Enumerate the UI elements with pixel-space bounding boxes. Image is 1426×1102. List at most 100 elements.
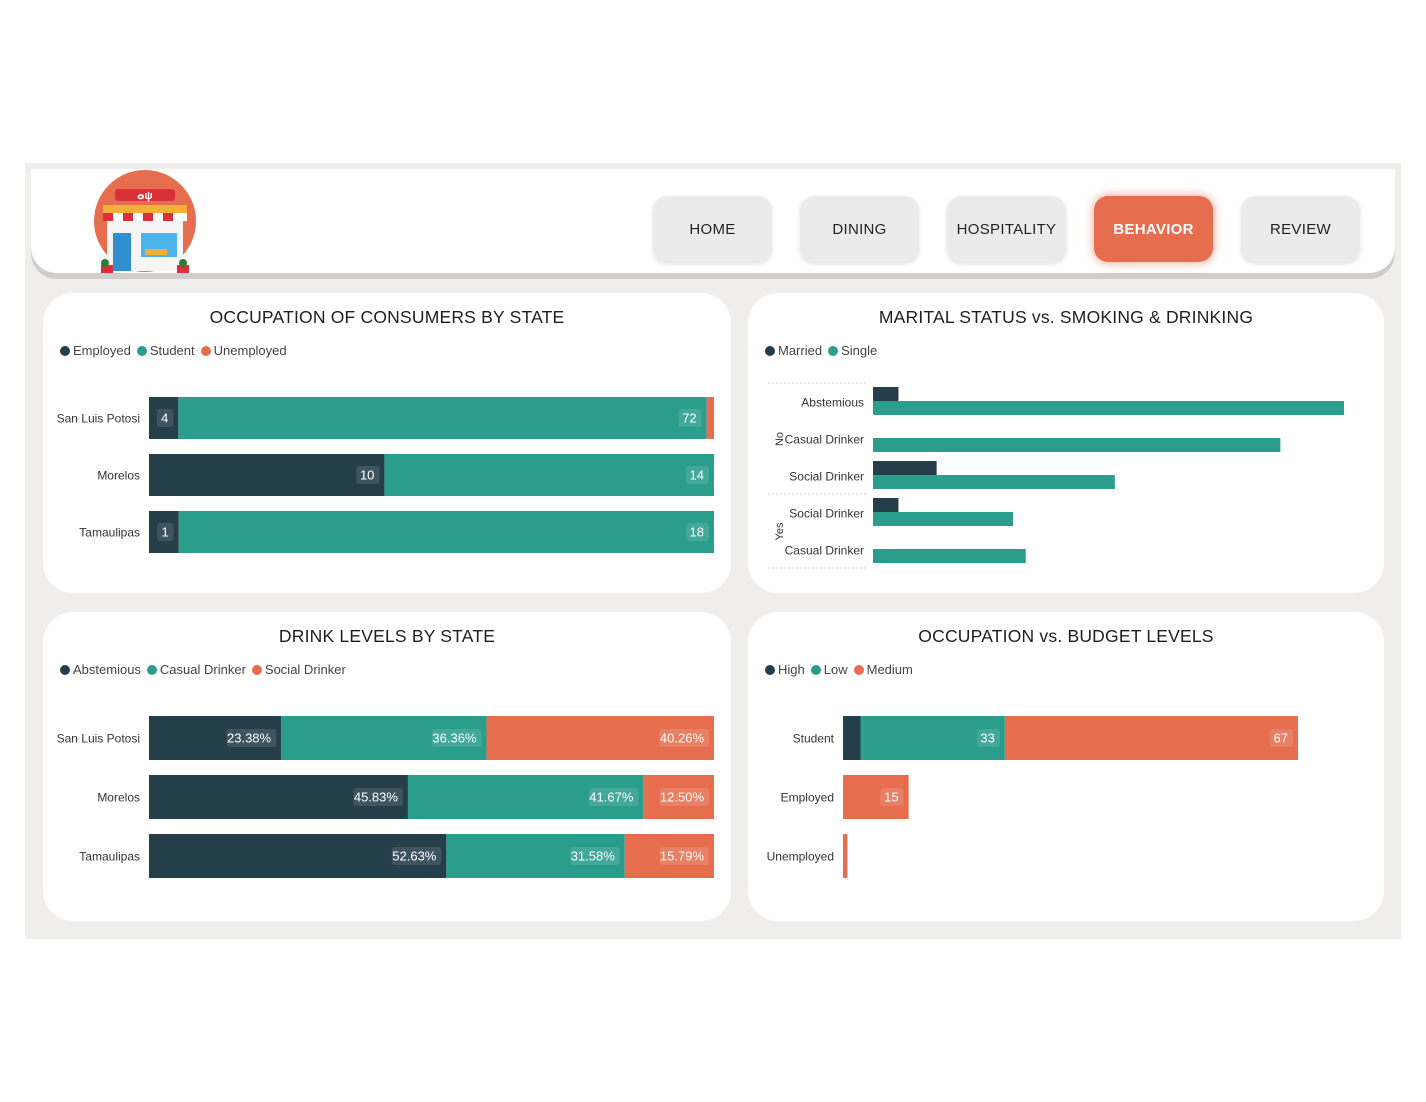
category-label: Unemployed	[767, 850, 834, 864]
legend-item-single[interactable]: Single	[828, 343, 877, 358]
bar-social-drinker	[643, 775, 714, 819]
category-label: Social Drinker	[789, 470, 864, 484]
svg-text:ⴰψ: ⴰψ	[137, 190, 152, 202]
data-label-bg	[157, 523, 174, 541]
legend-item-medium[interactable]: Medium	[853, 662, 913, 677]
nav-behavior-button[interactable]: BEHAVIOR	[1094, 196, 1213, 262]
nav-hospitality-button[interactable]: HOSPITALITY	[947, 196, 1066, 262]
data-label: 15.79%	[660, 849, 705, 864]
data-label-bg	[356, 466, 380, 484]
bar-married	[873, 461, 937, 475]
legend-label: Low	[823, 662, 848, 677]
data-label: 36.36%	[432, 731, 477, 746]
legend-label: Abstemious	[73, 662, 141, 677]
legend-label: Social Drinker	[264, 662, 346, 677]
chart-legend: High Low Medium	[765, 662, 913, 677]
bar-social-drinker	[624, 834, 714, 878]
legend-dot	[853, 664, 864, 675]
legend-label: Married	[778, 343, 823, 358]
legend-dot	[136, 345, 147, 356]
legend-item-married[interactable]: Married	[765, 343, 822, 358]
category-label: Morelos	[97, 791, 140, 805]
chart-legend: Married Single	[765, 343, 877, 358]
data-label: 41.67%	[589, 790, 634, 805]
bar-abstemious	[149, 834, 447, 878]
legend-item-employed[interactable]: Employed	[60, 343, 131, 358]
data-label-bg	[659, 729, 709, 747]
category-label: Tamaulipas	[79, 850, 140, 864]
data-label-bg	[226, 729, 277, 747]
nav-dining-button[interactable]: DINING	[800, 196, 919, 262]
bar-medium	[843, 775, 909, 819]
marital-vs-smoking-card: MARITAL STATUS vs. SMOKING & DRINKING Ma…	[748, 293, 1384, 593]
bar-abstemious	[149, 716, 282, 760]
data-label-bg	[976, 729, 1000, 747]
occupation-by-state-card: OCCUPATION OF CONSUMERS BY STATE Employe…	[43, 293, 731, 593]
data-label: 18	[690, 525, 704, 540]
bar-employed	[149, 397, 179, 439]
data-label: 23.38%	[227, 731, 272, 746]
legend-label: High	[778, 662, 805, 677]
data-label-bg	[353, 788, 403, 806]
legend-dot	[200, 345, 211, 356]
data-label: 45.83%	[354, 790, 399, 805]
data-label-bg	[685, 466, 709, 484]
bar-single	[873, 475, 1115, 489]
legend-item-social-drinker[interactable]: Social Drinker	[251, 662, 346, 677]
legend-item-casual-drinker[interactable]: Casual Drinker	[146, 662, 246, 677]
legend-dot	[60, 664, 70, 675]
bar-married	[873, 387, 899, 401]
data-label-bg	[588, 788, 639, 806]
legend-label: Medium	[866, 662, 913, 677]
legend-item-unemployed[interactable]: Unemployed	[200, 343, 287, 358]
bar-single	[873, 401, 1344, 415]
legend-dot	[146, 664, 157, 675]
bar-single	[873, 549, 1026, 563]
marital-vs-smoking-chart: Abstemious Casual Drinker Social Drinker No…	[768, 382, 1344, 569]
legend-item-student[interactable]: Student	[136, 343, 195, 358]
bar-employed	[149, 454, 385, 496]
bar-single	[873, 512, 1014, 526]
drink-levels-chart: San Luis Potosi 23.38% 36.36% 40.26% Morelos…	[57, 716, 714, 878]
occupation-vs-budget-chart: Student 33 67 Employed 15 Unemployed	[767, 716, 1298, 878]
restaurant-storefront-icon[interactable]: ⴰψ	[93, 169, 203, 279]
bar-low	[860, 716, 1005, 760]
bar-single	[873, 438, 1281, 452]
bar-casual-drinker	[281, 716, 487, 760]
legend-item-high[interactable]: High	[765, 662, 805, 677]
bar-medium	[843, 834, 848, 878]
data-label: 12.50%	[660, 790, 705, 805]
nav-review-button[interactable]: REVIEW	[1241, 196, 1360, 262]
chart-legend: Abstemious Casual Drinker Social Drinker	[60, 662, 346, 677]
data-label: 67	[1274, 731, 1288, 746]
chart-title: OCCUPATION vs. BUDGET LEVELS	[918, 626, 1214, 646]
data-label-bg	[1269, 729, 1293, 747]
nav-home-button[interactable]: HOME	[653, 196, 772, 262]
legend-item-abstemious[interactable]: Abstemious	[60, 662, 141, 677]
data-label: 33	[980, 731, 994, 746]
group-label: No	[774, 432, 786, 446]
category-label: Student	[793, 732, 835, 746]
chart-title: MARITAL STATUS vs. SMOKING & DRINKING	[878, 307, 1254, 327]
legend-label: Unemployed	[213, 343, 287, 358]
bar-student	[178, 511, 715, 553]
data-label: 10	[360, 468, 374, 483]
group-label: Yes	[774, 522, 786, 540]
category-label: Abstemious	[801, 396, 864, 410]
data-label-bg	[391, 847, 442, 865]
data-label-bg	[431, 729, 482, 747]
data-label-bg	[570, 847, 620, 865]
bar-employed	[149, 511, 179, 553]
legend-dot	[765, 664, 775, 675]
legend-dot	[60, 345, 70, 356]
data-label-bg	[678, 409, 702, 427]
legend-dot	[810, 664, 821, 675]
legend-item-low[interactable]: Low	[810, 662, 848, 677]
category-label: Casual Drinker	[785, 433, 864, 447]
data-label-bg	[659, 847, 709, 865]
data-label: 40.26%	[660, 731, 705, 746]
data-label-bg	[156, 409, 174, 427]
category-label: Casual Drinker	[785, 544, 864, 558]
data-label: 15	[884, 790, 898, 805]
data-label: 52.63%	[392, 849, 437, 864]
